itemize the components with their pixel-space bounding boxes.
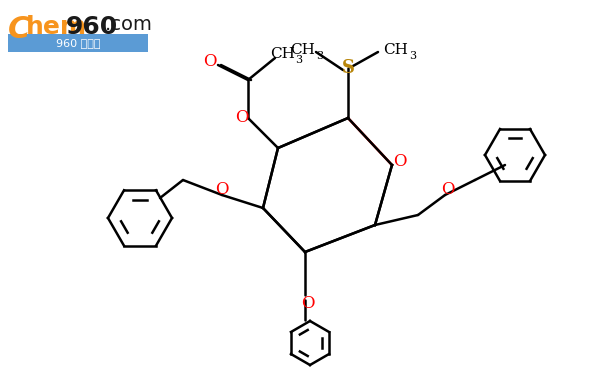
Text: CH: CH: [290, 43, 315, 57]
Text: 3: 3: [316, 51, 324, 61]
Text: O: O: [301, 294, 315, 312]
Text: C: C: [8, 15, 30, 44]
Text: CH: CH: [270, 47, 295, 61]
Text: S: S: [341, 59, 355, 77]
Text: O: O: [215, 182, 229, 198]
Text: 960 化工网: 960 化工网: [56, 38, 100, 48]
Text: O: O: [203, 53, 217, 69]
Text: 3: 3: [410, 51, 417, 61]
Text: 960: 960: [66, 15, 118, 39]
Text: .com: .com: [105, 15, 153, 34]
Text: CH: CH: [384, 43, 408, 57]
Text: O: O: [393, 153, 407, 171]
Text: O: O: [441, 182, 455, 198]
Text: O: O: [235, 110, 249, 126]
Text: 3: 3: [295, 55, 302, 65]
Text: hem: hem: [26, 15, 87, 39]
FancyBboxPatch shape: [8, 34, 148, 52]
